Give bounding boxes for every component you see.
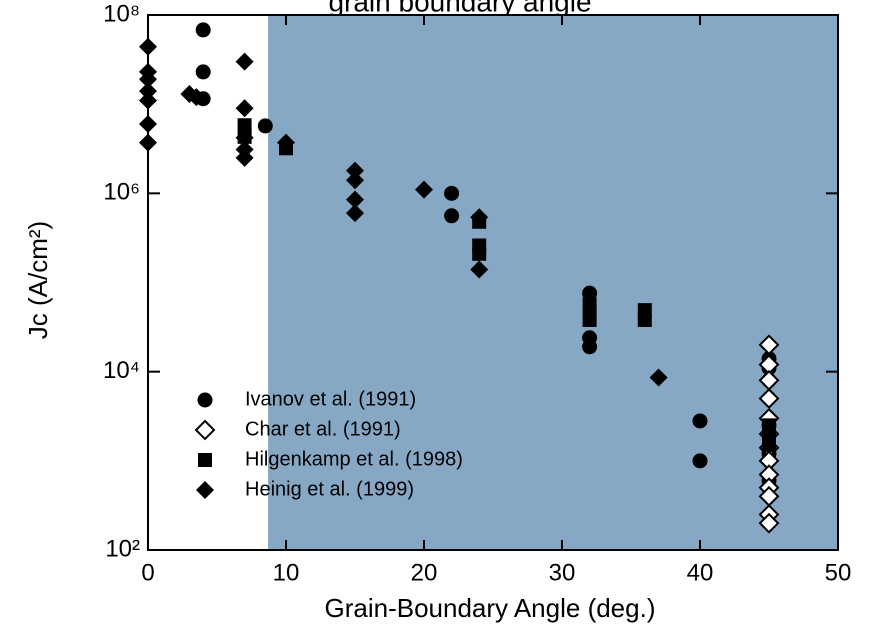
point xyxy=(758,388,780,409)
legend-marker xyxy=(196,481,214,499)
point xyxy=(637,312,652,327)
point xyxy=(139,133,157,152)
x-tick-label: 30 xyxy=(549,559,576,586)
point xyxy=(277,133,295,152)
legend-label: Char et al. (1991) xyxy=(245,418,401,440)
legend-marker xyxy=(198,453,212,467)
point xyxy=(195,64,211,80)
point xyxy=(237,118,252,133)
point xyxy=(139,114,157,133)
y-axis-label: Jc (A/cm²) xyxy=(23,221,53,339)
point xyxy=(758,512,780,534)
x-tick-label: 50 xyxy=(825,559,852,586)
point xyxy=(257,118,273,134)
point xyxy=(470,208,489,227)
plot-frame xyxy=(147,14,839,551)
chart-title: grain boundary angle xyxy=(328,0,591,17)
point xyxy=(415,180,433,199)
point xyxy=(762,438,776,453)
point xyxy=(346,204,364,223)
point xyxy=(346,161,364,180)
point xyxy=(235,99,254,118)
point xyxy=(139,91,157,110)
x-tick-label: 40 xyxy=(687,559,714,586)
point xyxy=(758,334,780,356)
point xyxy=(692,453,708,469)
point xyxy=(582,285,598,301)
point xyxy=(582,312,597,327)
shaded-region xyxy=(268,15,838,550)
point xyxy=(444,185,460,201)
point xyxy=(444,208,460,224)
x-tick-label: 10 xyxy=(273,559,300,586)
legend-label: Ivanov et al. (1991) xyxy=(245,388,416,410)
y-tick-label: 10⁶ xyxy=(103,179,140,206)
point xyxy=(235,128,254,147)
x-axis-label: Grain-Boundary Angle (deg.) xyxy=(325,593,656,623)
y-tick-label: 10⁸ xyxy=(103,0,140,27)
point xyxy=(582,339,598,355)
point xyxy=(139,82,157,101)
legend-label: Hilgenkamp et al. (1998) xyxy=(245,448,463,470)
point xyxy=(470,260,489,279)
point xyxy=(235,52,254,71)
point xyxy=(649,368,668,387)
point xyxy=(139,37,157,56)
point xyxy=(195,22,211,38)
point xyxy=(346,171,364,190)
point xyxy=(762,426,776,441)
point xyxy=(139,70,157,89)
x-tick-label: 20 xyxy=(411,559,438,586)
y-tick-label: 10² xyxy=(105,535,140,562)
legend-marker xyxy=(194,419,216,441)
y-tick-label: 10⁴ xyxy=(103,357,140,384)
x-tick-label: 0 xyxy=(141,559,154,586)
point xyxy=(692,413,708,429)
point xyxy=(235,148,254,167)
legend-label: Heinig et al. (1999) xyxy=(245,478,414,500)
point xyxy=(472,246,487,261)
point xyxy=(187,88,206,107)
legend-marker xyxy=(197,392,213,408)
point xyxy=(346,190,364,209)
